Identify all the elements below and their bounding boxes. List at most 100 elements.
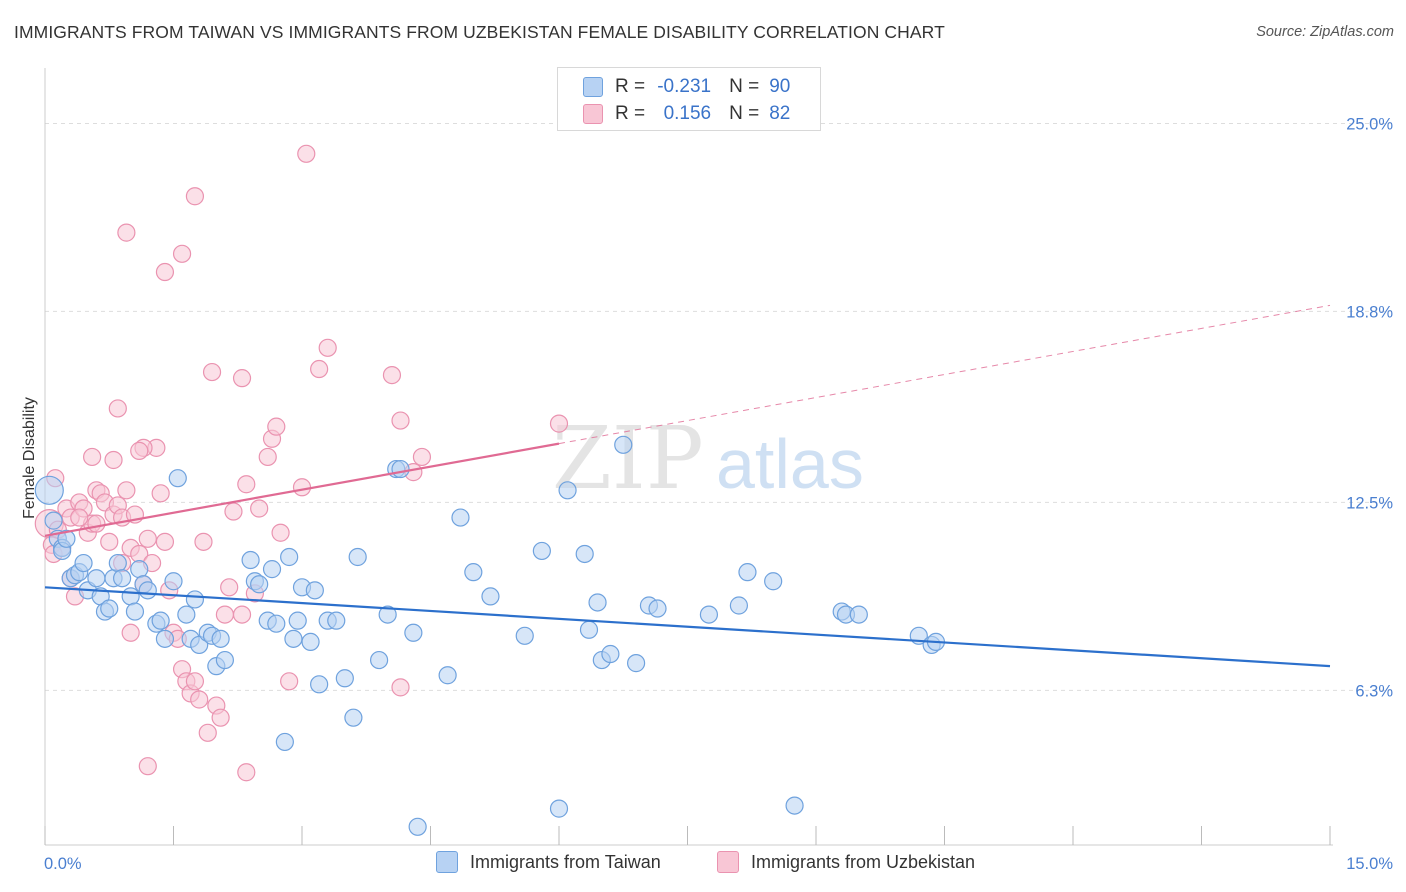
x-tick-label: 15.0% <box>1346 855 1393 873</box>
y-tick-label: 6.3% <box>1355 682 1393 700</box>
data-point-uzbekistan <box>172 244 192 263</box>
data-point-taiwan <box>344 708 363 727</box>
bottom-legend-item-uzbekistan: Immigrants from Uzbekistan <box>717 851 975 873</box>
data-point-taiwan <box>301 632 320 651</box>
data-point-uzbekistan <box>232 369 252 388</box>
y-axis-title: Female Disability <box>21 397 38 519</box>
data-point-taiwan <box>288 611 307 630</box>
source-label: Source: ZipAtlas.com <box>1256 24 1394 40</box>
x-tick-label: 0.0% <box>44 855 82 873</box>
data-point-uzbekistan <box>211 708 230 727</box>
data-point-uzbekistan <box>190 690 209 709</box>
data-point-taiwan <box>34 475 64 505</box>
data-point-uzbekistan <box>108 399 127 418</box>
data-point-uzbekistan <box>130 441 149 460</box>
data-point-taiwan <box>275 732 294 752</box>
data-point-uzbekistan <box>194 532 213 551</box>
data-point-taiwan <box>108 553 127 573</box>
data-point-taiwan <box>699 605 719 624</box>
legend-swatch-uzbekistan <box>583 104 603 124</box>
data-point-taiwan <box>614 435 633 454</box>
data-point-taiwan <box>391 459 410 479</box>
data-point-taiwan <box>44 511 63 530</box>
legend-row-uzbekistan: R = 0.156 N = 82 <box>583 102 790 126</box>
data-point-uzbekistan <box>104 450 123 470</box>
data-point-uzbekistan <box>391 411 410 430</box>
trend-lines <box>44 304 1331 668</box>
chart-title: IMMIGRANTS FROM TAIWAN VS IMMIGRANTS FRO… <box>14 22 945 42</box>
data-point-taiwan <box>284 629 303 648</box>
data-point-taiwan <box>588 593 607 612</box>
legend-row-taiwan: R = -0.231 N = 90 <box>583 75 790 99</box>
data-point-taiwan <box>558 481 577 500</box>
data-point-uzbekistan <box>185 187 205 206</box>
data-point-taiwan <box>378 605 397 624</box>
trend-line-taiwan <box>44 586 1331 668</box>
series-uzbekistan-points <box>34 144 569 782</box>
data-point-taiwan <box>57 529 76 548</box>
y-tick-label: 25.0% <box>1346 115 1393 133</box>
data-point-taiwan <box>481 587 500 606</box>
data-point-taiwan <box>250 575 269 594</box>
data-point-uzbekistan <box>382 365 402 385</box>
data-point-taiwan <box>549 799 569 818</box>
data-point-uzbekistan <box>202 362 222 382</box>
y-tick-label: 18.8% <box>1346 303 1393 321</box>
data-point-taiwan <box>532 541 551 561</box>
data-point-taiwan <box>601 644 620 664</box>
data-point-taiwan <box>155 629 175 648</box>
data-point-taiwan <box>404 623 423 642</box>
legend-n-value-uzbekistan: 82 <box>769 103 791 124</box>
data-point-taiwan <box>849 605 868 624</box>
data-point-uzbekistan <box>258 447 277 467</box>
data-point-taiwan <box>738 563 757 582</box>
watermark-atlas: atlas <box>716 425 864 503</box>
trend-line-uzbekistan <box>44 442 560 537</box>
legend-r-value-taiwan: -0.231 <box>657 76 712 97</box>
data-point-taiwan <box>335 669 354 688</box>
data-point-taiwan <box>579 620 599 639</box>
legend-swatch-taiwan <box>583 77 603 97</box>
bottom-legend: Immigrants from Taiwan Immigrants from U… <box>0 851 1406 879</box>
data-point-uzbekistan <box>267 417 286 436</box>
data-point-uzbekistan <box>100 532 119 551</box>
data-point-taiwan <box>100 599 119 618</box>
legend-r-value-uzbekistan: 0.156 <box>663 103 712 124</box>
data-point-uzbekistan <box>310 359 329 379</box>
data-point-taiwan <box>280 547 299 567</box>
data-point-uzbekistan <box>412 447 432 467</box>
data-point-taiwan <box>348 547 367 567</box>
axes <box>44 68 1333 846</box>
data-point-uzbekistan <box>198 723 217 742</box>
data-point-uzbekistan <box>117 481 136 500</box>
data-point-uzbekistan <box>70 508 89 527</box>
data-point-uzbekistan <box>271 523 290 542</box>
data-point-taiwan <box>241 550 260 570</box>
data-point-taiwan <box>515 626 534 645</box>
data-point-uzbekistan <box>87 514 106 533</box>
data-point-taiwan <box>262 560 282 579</box>
data-point-taiwan <box>168 469 187 488</box>
watermark-zip: ZIP <box>552 409 704 509</box>
bottom-legend-item-taiwan: Immigrants from Taiwan <box>436 851 661 873</box>
data-point-uzbekistan <box>121 623 140 642</box>
data-point-taiwan <box>151 611 170 630</box>
data-point-uzbekistan <box>155 532 175 551</box>
data-point-uzbekistan <box>185 672 205 691</box>
data-point-uzbekistan <box>318 338 337 357</box>
grid-lines <box>45 122 1392 691</box>
data-point-uzbekistan <box>138 529 157 548</box>
data-point-uzbekistan <box>549 414 569 433</box>
data-point-uzbekistan <box>292 478 312 497</box>
tick-labels: 6.3% 12.5% 18.8% 25.0% 0.0% 15.0% <box>44 115 1393 873</box>
data-point-taiwan <box>464 563 483 582</box>
data-point-taiwan <box>729 596 749 615</box>
legend: R = -0.231 N = 90 R = 0.156 N = 82 <box>557 67 821 131</box>
bottom-legend-swatch-taiwan <box>436 851 458 873</box>
data-point-taiwan <box>177 605 196 624</box>
data-point-taiwan <box>451 508 470 527</box>
bottom-legend-label-uzbekistan: Immigrants from Uzbekistan <box>751 851 976 872</box>
data-point-taiwan <box>211 629 230 648</box>
data-point-uzbekistan <box>83 447 102 467</box>
